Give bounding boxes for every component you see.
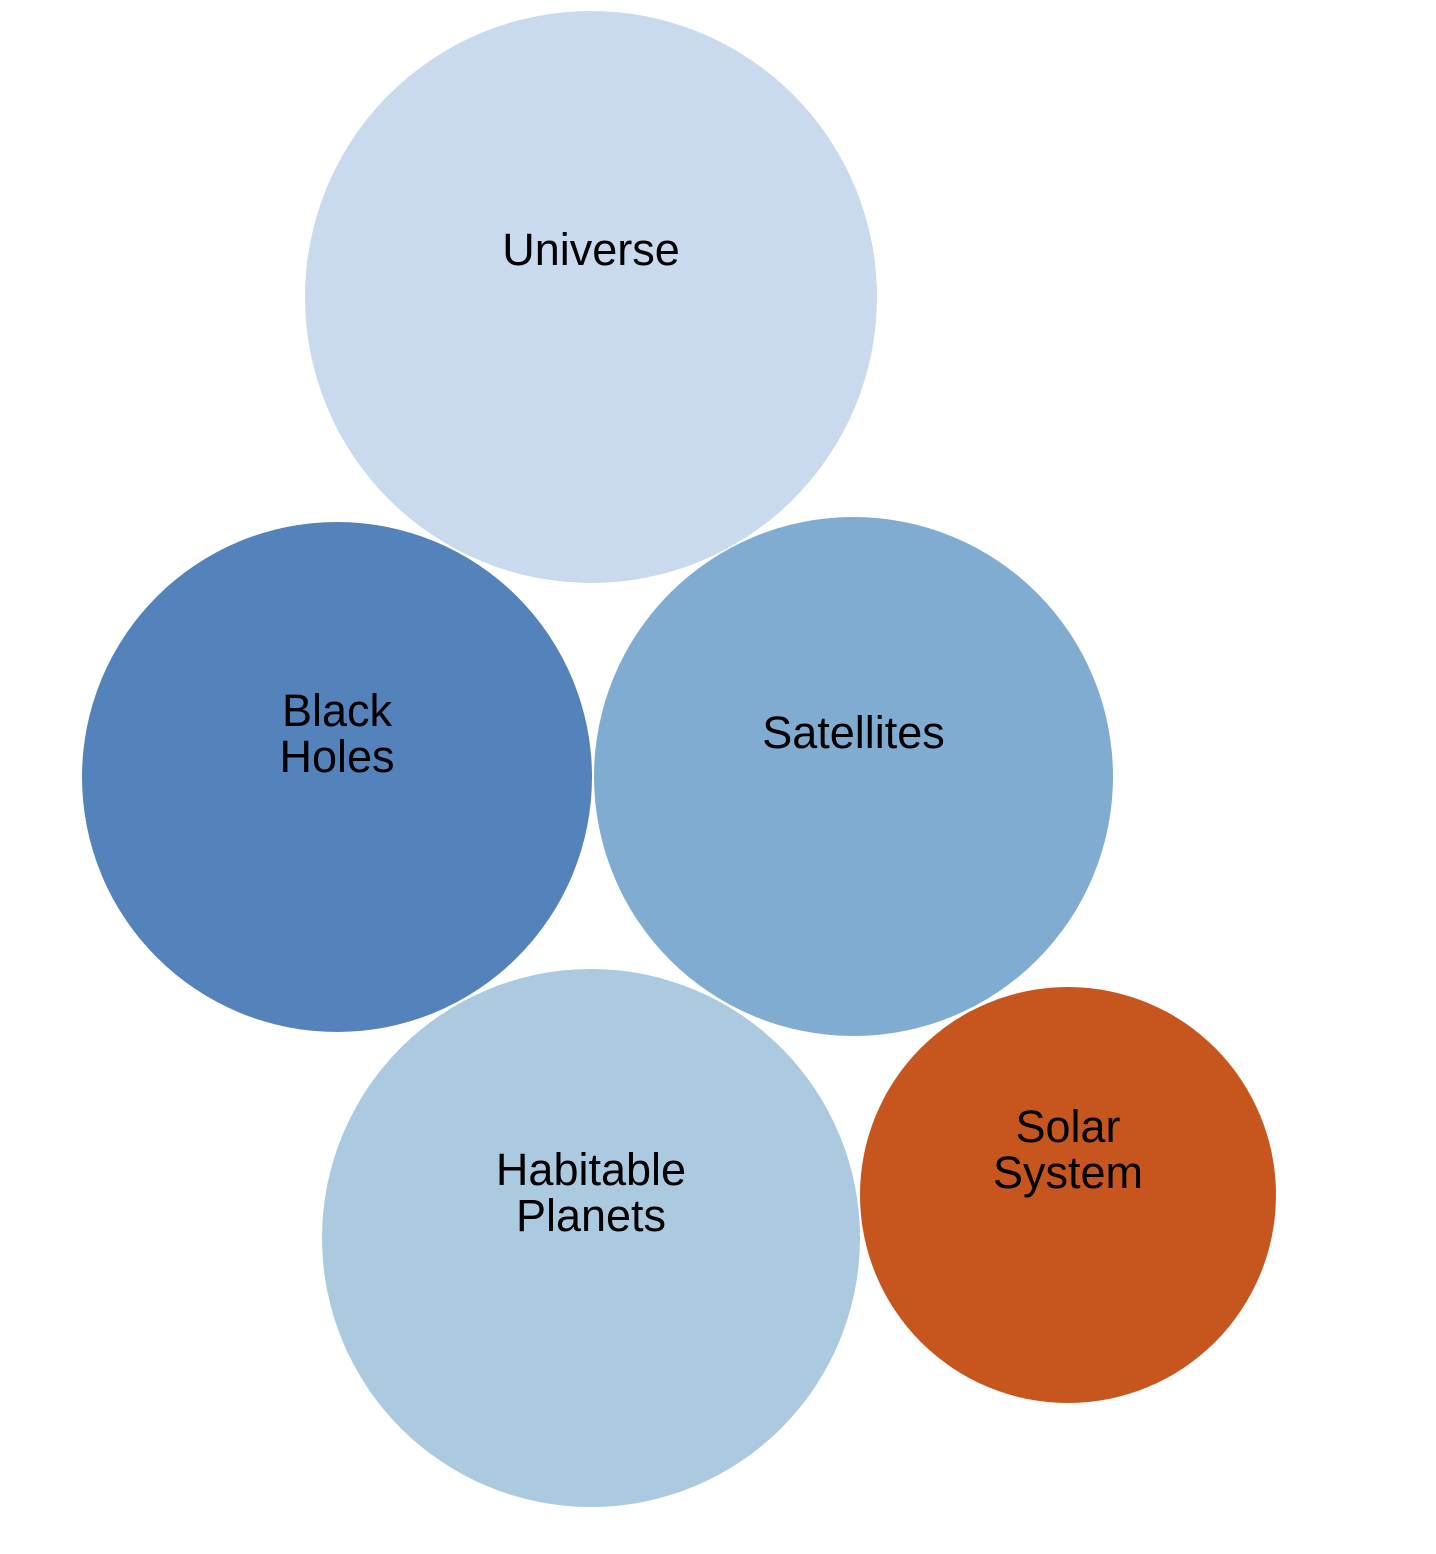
bubble-universe: Universe — [305, 11, 877, 583]
bubble-label-solar-system: Solar System — [992, 1101, 1144, 1198]
bubble-label-habitable-planets: Habitable Planets — [495, 1144, 687, 1241]
bubble-solar-system: Solar System — [860, 987, 1276, 1403]
bubble-label-black-holes: Black Holes — [279, 685, 395, 782]
bubble-label-satellites: Satellites — [762, 707, 945, 758]
bubble-habitable-planets: Habitable Planets — [322, 969, 860, 1507]
bubble-label-universe: Universe — [502, 224, 680, 275]
bubble-satellites: Satellites — [594, 517, 1113, 1036]
bubble-black-holes: Black Holes — [82, 522, 592, 1032]
